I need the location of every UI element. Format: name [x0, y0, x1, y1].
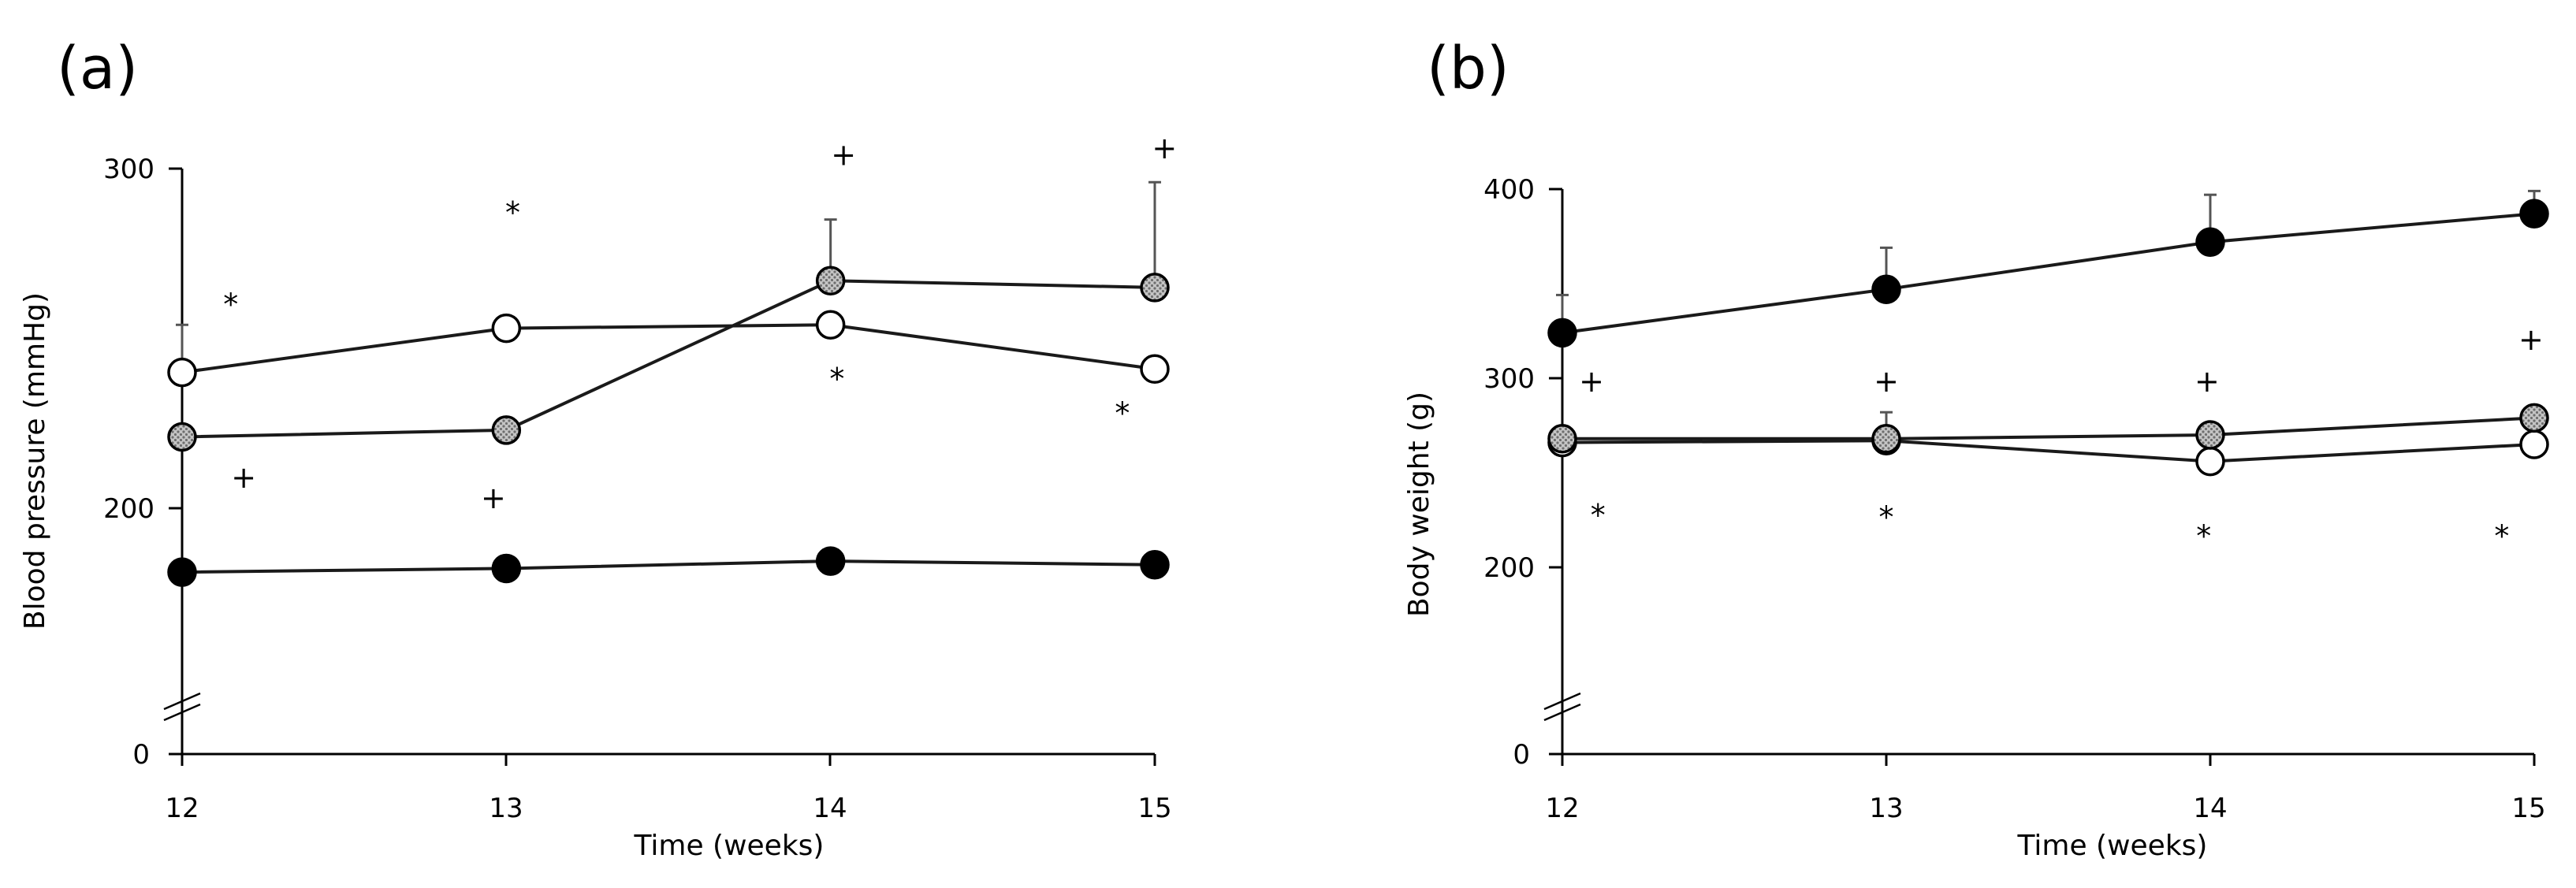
significance-plus: +: [1874, 364, 1899, 399]
significance-plus: +: [2194, 364, 2220, 399]
significance-asterisk: *: [223, 287, 238, 321]
filled-circle-marker: [815, 546, 846, 576]
significance-asterisk: *: [505, 195, 520, 230]
open-circle-marker: [2195, 446, 2225, 477]
panel-a-x-axis: 12 13 14 15 Time (weeks): [165, 752, 1172, 862]
panel-b-y-axis-title: Body weight (g): [1403, 392, 1435, 617]
x-tick-label: 14: [813, 793, 847, 824]
hatched-circle-marker: [1547, 424, 1577, 454]
hatched-circle-marker: [1871, 424, 1901, 454]
significance-plus: +: [2518, 322, 2544, 357]
series-line: [181, 323, 1156, 374]
significance-asterisk: *: [1115, 396, 1130, 430]
significance-plus: +: [831, 138, 856, 173]
series-line: [181, 279, 1156, 439]
filled-circle-marker: [167, 557, 197, 587]
x-tick-label: 14: [2193, 793, 2227, 824]
y-tick-label: 200: [1483, 552, 1535, 584]
panel-b-label: (b): [1427, 35, 1509, 102]
y-tick-label: 0: [132, 739, 150, 771]
filled-circle-marker: [2195, 227, 2225, 257]
panel-b-x-axis: 12 13 14 15 Time (weeks): [1545, 752, 2546, 862]
panel-a-plot-area: * + * + + * + *: [167, 131, 1177, 587]
panel-b: (b) 400 300 200 0 Body weight (g) 12 13: [1403, 35, 2549, 862]
y-tick-label: 300: [103, 154, 154, 185]
panel-b-plot-area: + * + * + * + *: [1547, 189, 2549, 554]
significance-asterisk: *: [2196, 519, 2211, 554]
hatched-circle-marker: [1140, 273, 1170, 303]
filled-circle-marker: [491, 553, 522, 584]
panel-a: (a) 300 200 0 Blood pressure (mmHg) 12 1…: [19, 35, 1177, 862]
x-tick-label: 13: [489, 793, 523, 824]
panel-a-label: (a): [57, 35, 138, 102]
significance-asterisk: *: [1591, 498, 1606, 533]
open-circle-marker: [2519, 429, 2549, 459]
axis-break-icon: [163, 692, 201, 722]
significance-asterisk: *: [829, 362, 844, 396]
hatched-circle-marker: [491, 415, 522, 445]
filled-circle-marker: [1871, 274, 1901, 304]
hatched-circle-marker: [815, 266, 846, 295]
series-line: [181, 559, 1156, 574]
hatched-circle-marker: [2519, 403, 2549, 433]
significance-plus: +: [1579, 364, 1604, 399]
y-tick-label: 0: [1513, 739, 1530, 771]
series-line: [1562, 416, 2535, 440]
y-tick-label: 300: [1483, 363, 1535, 395]
filled-circle-marker: [1547, 318, 1577, 348]
filled-circle-marker: [1140, 550, 1170, 580]
series-line: [1562, 212, 2535, 335]
y-tick-label: 400: [1483, 174, 1535, 206]
significance-plus: +: [1152, 131, 1177, 165]
x-tick-label: 12: [165, 793, 199, 824]
significance-plus: +: [481, 481, 506, 515]
open-circle-marker: [167, 357, 197, 388]
x-tick-label: 15: [1137, 793, 1171, 824]
open-circle-marker: [815, 310, 846, 340]
filled-circle-marker: [2519, 199, 2549, 229]
significance-plus: +: [231, 460, 256, 495]
panel-a-x-axis-title: Time (weeks): [634, 830, 825, 862]
axis-break-icon: [1543, 692, 1581, 722]
x-tick-label: 15: [2511, 793, 2545, 824]
panel-a-y-axis: 300 200 0 Blood pressure (mmHg): [19, 154, 201, 771]
panel-b-x-axis-title: Time (weeks): [2017, 830, 2208, 862]
significance-asterisk: *: [2494, 519, 2509, 554]
y-tick-label: 200: [103, 493, 154, 525]
open-circle-marker: [491, 313, 522, 344]
open-circle-marker: [1140, 354, 1170, 385]
x-tick-label: 13: [1869, 793, 1903, 824]
panel-b-y-axis: 400 300 200 0 Body weight (g): [1403, 174, 1581, 771]
x-tick-label: 12: [1545, 793, 1579, 824]
significance-asterisk: *: [1879, 500, 1894, 535]
series-line: [1562, 439, 2535, 463]
hatched-circle-marker: [167, 422, 197, 452]
panel-a-y-axis-title: Blood pressure (mmHg): [19, 292, 51, 630]
hatched-circle-marker: [2195, 420, 2225, 450]
